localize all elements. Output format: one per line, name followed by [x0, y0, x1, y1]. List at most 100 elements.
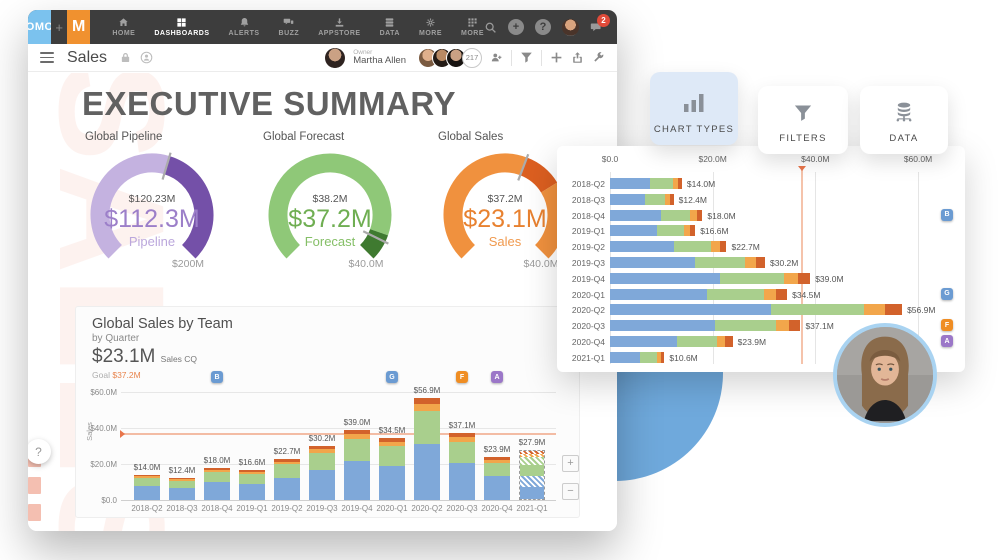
- search-icon[interactable]: [484, 21, 497, 34]
- goal-value: $37.2M: [112, 370, 141, 380]
- x-tick-label: 2018-Q3: [166, 504, 198, 513]
- annotation-marker-F[interactable]: F: [941, 319, 953, 332]
- stacked-bar-2018-Q4[interactable]: [204, 467, 230, 500]
- bar-segment: [672, 178, 678, 189]
- gauge-global-forecast[interactable]: Global Forecast $38.2M $37.2M Forecast $…: [250, 131, 410, 291]
- annotation-marker-G[interactable]: G: [386, 371, 398, 383]
- stacked-bar-2019-Q2[interactable]: [274, 459, 300, 500]
- summary-number: $23.1M: [92, 346, 156, 367]
- chart-types-button[interactable]: CHART TYPES: [650, 72, 738, 145]
- admin-wrench-button[interactable]: [592, 51, 605, 64]
- stacked-bar-2019-Q3[interactable]: [309, 445, 335, 500]
- stacked-bar-2020-Q2[interactable]: [610, 304, 903, 316]
- nav-item-buzz[interactable]: BUZZ: [279, 17, 300, 37]
- stacked-bar-2020-Q4[interactable]: [484, 457, 510, 500]
- annotation-marker-G[interactable]: G: [941, 287, 953, 300]
- gauge-global-sales[interactable]: Global Sales $37.2M $23.1M Sales $40.0M: [425, 131, 585, 291]
- stacked-bar-2020-Q1[interactable]: [379, 437, 405, 500]
- filters-button[interactable]: FILTERS: [758, 86, 848, 154]
- annotation-marker-F[interactable]: F: [456, 371, 468, 383]
- card-summary-value: $23.1M Sales CQ: [92, 346, 197, 368]
- gridline: [121, 464, 556, 465]
- annotation-marker-B[interactable]: B: [941, 208, 953, 221]
- bar-segment: [169, 487, 195, 500]
- share-button[interactable]: [571, 51, 584, 64]
- stacked-bar-2021-Q1[interactable]: [519, 449, 545, 500]
- stacked-bar-2020-Q3[interactable]: [449, 433, 475, 500]
- m-logo[interactable]: M: [66, 10, 91, 44]
- zoom-in-button[interactable]: +: [562, 455, 579, 472]
- user-avatar[interactable]: [562, 18, 579, 36]
- bar-segment: [657, 351, 662, 363]
- help-button[interactable]: ?: [535, 19, 551, 35]
- stacked-bar-2019-Q1[interactable]: [610, 225, 696, 237]
- dashboard-content: SALES! EXECUTIVE SUMMARY Global Pipeline…: [28, 73, 617, 531]
- stacked-bar-2019-Q2[interactable]: [610, 241, 727, 253]
- stacked-bar-2020-Q3[interactable]: [610, 320, 801, 332]
- gauge-title: Global Pipeline: [85, 131, 163, 143]
- profile-photo[interactable]: [833, 323, 937, 427]
- stacked-bar-2018-Q2[interactable]: [610, 178, 682, 189]
- stacked-bar-2019-Q1[interactable]: [239, 470, 265, 500]
- nav-item-more-grid[interactable]: MORE: [461, 17, 484, 37]
- bar-segment: [770, 304, 865, 316]
- y-tick-label: $20.0M: [90, 460, 117, 469]
- stacked-bar-2020-Q1[interactable]: [610, 288, 788, 300]
- stacked-bar-2018-Q3[interactable]: [610, 193, 674, 205]
- bar-segment: [610, 304, 771, 316]
- bar-segment: [484, 476, 510, 500]
- bar-segment: [864, 304, 885, 316]
- add-card-button[interactable]: [550, 51, 563, 64]
- domo-logo[interactable]: OMO: [28, 10, 52, 44]
- member-avatars: 217: [418, 47, 482, 68]
- quarterly-sales-panel[interactable]: $0.0 $20.0M $40.0M $60.0M 2018-Q2 $14.0M 2018-…: [557, 146, 965, 372]
- summary-suffix: Sales CQ: [160, 354, 198, 364]
- data-button[interactable]: DATA: [860, 86, 948, 154]
- gauge-global-pipeline[interactable]: Global Pipeline $120.23M $112.3M Pipelin…: [72, 131, 232, 291]
- goal-label: Goal: [92, 370, 110, 380]
- nav-item-data[interactable]: DATA: [380, 17, 400, 37]
- stacked-bar-2019-Q4[interactable]: [610, 272, 811, 284]
- stacked-bar-2018-Q2[interactable]: [134, 474, 160, 500]
- stacked-bar-2020-Q2[interactable]: [414, 397, 440, 500]
- stacked-bar-2019-Q4[interactable]: [344, 429, 370, 500]
- menu-icon[interactable]: [40, 51, 54, 64]
- divider: [541, 49, 542, 66]
- annotation-marker-B[interactable]: B: [211, 371, 223, 383]
- x-tick-label: 2020-Q4: [481, 504, 513, 513]
- annotation-marker-A[interactable]: A: [491, 371, 503, 383]
- gauge-value: $37.2M: [288, 205, 372, 233]
- bar-segment: [449, 463, 475, 500]
- stacked-bar-2019-Q3[interactable]: [610, 257, 765, 268]
- nav-item-alerts[interactable]: ALERTS: [229, 17, 260, 37]
- bar-segment: [610, 288, 708, 300]
- stacked-bar-2021-Q1[interactable]: [610, 351, 665, 363]
- bar-segment: [414, 397, 440, 404]
- members-count-badge[interactable]: 217: [462, 47, 482, 68]
- row-label: 2020-Q1: [571, 289, 605, 300]
- messages-button[interactable]: 2: [590, 13, 610, 34]
- stacked-bar-2018-Q4[interactable]: [610, 209, 703, 221]
- nav-item-home[interactable]: HOME: [112, 17, 135, 37]
- zoom-out-button[interactable]: −: [562, 483, 579, 500]
- gauge-top-value: $38.2M: [312, 193, 348, 205]
- gridline: [121, 428, 556, 429]
- annotation-marker-A[interactable]: A: [941, 335, 953, 347]
- filter-button[interactable]: [520, 51, 533, 64]
- nav-item-dashboards[interactable]: DASHBOARDS: [154, 17, 209, 37]
- button-label: CHART TYPES: [653, 124, 735, 135]
- add-button[interactable]: +: [508, 19, 524, 35]
- gridline: [121, 500, 556, 501]
- owner-avatar[interactable]: [325, 47, 346, 68]
- stacked-bar-2020-Q4[interactable]: [610, 336, 733, 347]
- x-tick-label: 2020-Q1: [376, 504, 408, 513]
- gauge-segment: [534, 182, 567, 259]
- owner-label: Owner: [353, 48, 373, 56]
- help-bubble-button[interactable]: ?: [28, 439, 51, 464]
- stacked-bar-2018-Q3[interactable]: [169, 477, 195, 500]
- global-sales-by-team-card[interactable]: Global Sales by Team by Quarter $23.1M S…: [75, 306, 580, 518]
- nav-item-appstore[interactable]: APPSTORE: [318, 17, 360, 37]
- bar-segment: [610, 178, 650, 189]
- add-person-button[interactable]: [490, 51, 503, 64]
- nav-item-more-gear[interactable]: MORE: [419, 17, 442, 37]
